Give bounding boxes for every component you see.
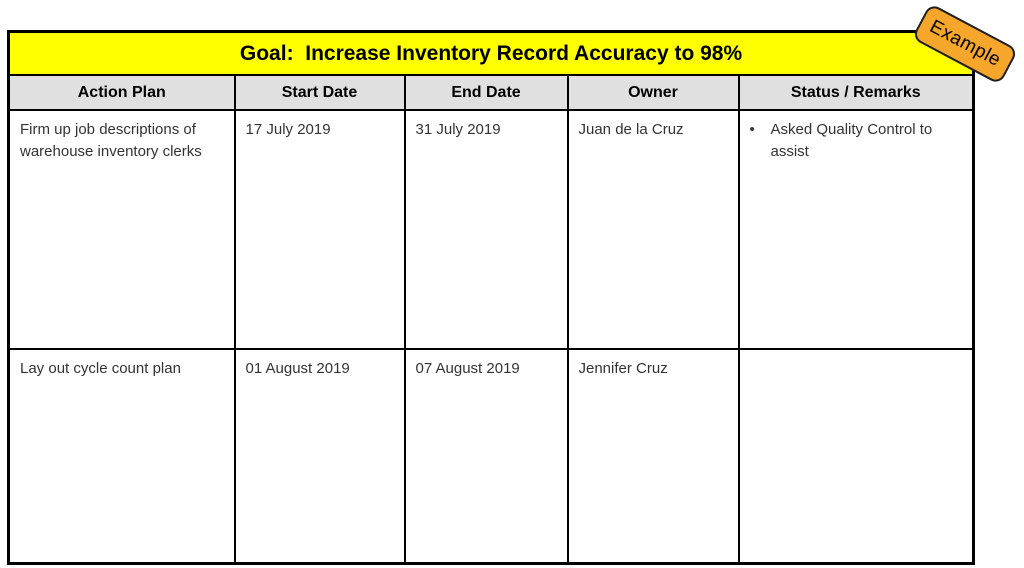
cell-owner: Jennifer Cruz bbox=[566, 348, 740, 565]
col-header-action-plan: Action Plan bbox=[7, 74, 236, 111]
col-header-end-date: End Date bbox=[403, 74, 569, 111]
col-header-status-remarks: Status / Remarks bbox=[737, 74, 975, 111]
status-text: Asked Quality Control to assist bbox=[770, 121, 933, 160]
table-row: Lay out cycle count plan 01 August 2019 … bbox=[7, 348, 975, 565]
cell-end-date: 07 August 2019 bbox=[403, 348, 569, 565]
cell-status-remarks: • Asked Quality Control to assist bbox=[737, 109, 975, 350]
cell-end-date: 31 July 2019 bbox=[403, 109, 569, 350]
cell-start-date: 17 July 2019 bbox=[233, 109, 406, 350]
cell-action-plan: Firm up job descriptions of warehouse in… bbox=[7, 109, 236, 350]
table-row: Firm up job descriptions of warehouse in… bbox=[7, 109, 975, 350]
cell-action-plan: Lay out cycle count plan bbox=[7, 348, 236, 565]
cell-start-date: 01 August 2019 bbox=[233, 348, 406, 565]
bullet-icon: • bbox=[749, 121, 755, 138]
col-header-owner: Owner bbox=[566, 74, 740, 111]
cell-owner: Juan de la Cruz bbox=[566, 109, 740, 350]
col-header-start-date: Start Date bbox=[233, 74, 406, 111]
table-header-row: Action Plan Start Date End Date Owner St… bbox=[7, 74, 975, 111]
action-plan-table: Goal: Increase Inventory Record Accuracy… bbox=[7, 30, 976, 565]
cell-status-remarks bbox=[737, 348, 975, 565]
goal-banner: Goal: Increase Inventory Record Accuracy… bbox=[7, 30, 975, 76]
goal-row: Goal: Increase Inventory Record Accuracy… bbox=[7, 30, 975, 76]
goal-title: Goal: Increase Inventory Record Accuracy… bbox=[239, 41, 743, 65]
status-bullet-item: • Asked Quality Control to assist bbox=[750, 119, 963, 163]
